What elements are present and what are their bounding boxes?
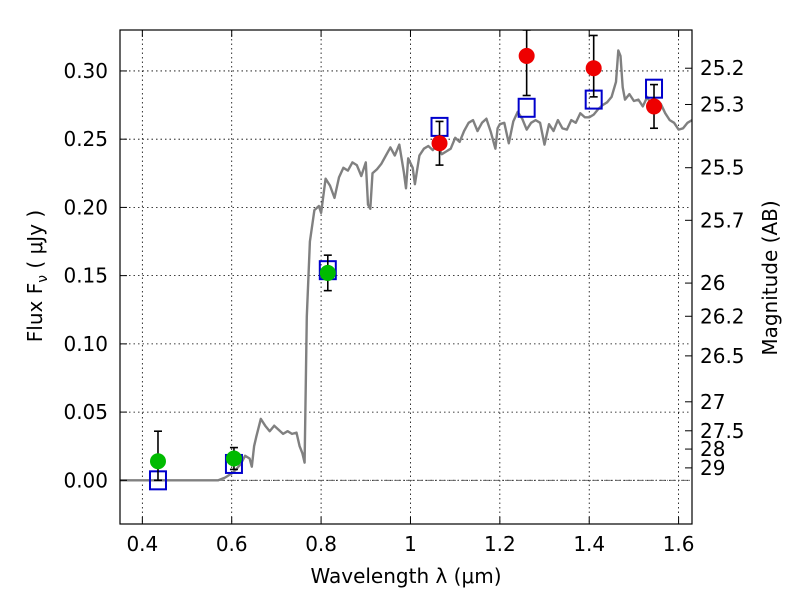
y2-tick-label: 26.5 [700, 344, 745, 368]
x-tick-label: 1 [404, 532, 417, 556]
x-tick-label: 0.4 [126, 532, 158, 556]
observed-flux-point [319, 264, 336, 281]
y2-tick-label: 29 [700, 456, 725, 480]
y-tick-label: 0.00 [63, 468, 108, 492]
y-axis-title: Flux Fν ( μJy ) [23, 210, 51, 342]
y2-tick-label: 27 [700, 390, 725, 414]
y2-axis-title: Magnitude (AB) [758, 200, 782, 355]
y-tick-label: 0.05 [63, 400, 108, 424]
axis-ticks [120, 30, 692, 524]
y-axis-title-sub: ν [35, 275, 51, 283]
observed-flux-point [585, 60, 602, 77]
x-axis-title: Wavelength λ (μm) [310, 564, 501, 588]
axis-tick-labels: 0.4 0.6 0.8 1 1.2 1.4 1.6 0.00 0.05 0.10 0.15 0.20 0… [63, 56, 744, 556]
y-tick-label: 0.15 [63, 264, 108, 288]
y2-tick-label: 25.7 [700, 208, 745, 232]
y2-tick-label: 25.5 [700, 156, 745, 180]
y2-tick-label: 27.5 [700, 419, 745, 443]
y-tick-label: 0.20 [63, 195, 108, 219]
x-tick-label: 0.6 [216, 532, 248, 556]
x-tick-label: 1.4 [573, 532, 605, 556]
plot-area [120, 30, 692, 491]
observed-flux-point [225, 450, 242, 467]
plot-frame [119, 29, 693, 525]
y-axis-title-unit: ( μJy ) [23, 210, 47, 275]
y-tick-label: 0.10 [63, 332, 108, 356]
y2-tick-label: 26 [700, 271, 725, 295]
x-tick-label: 1.2 [484, 532, 516, 556]
observed-flux-point [646, 98, 663, 115]
model-photometry-square [517, 97, 536, 118]
y2-tick-label: 28 [700, 437, 725, 461]
x-tick-label: 1.6 [663, 532, 695, 556]
y-axis-title-main: Flux F [23, 283, 47, 342]
y2-tick-label: 25.2 [700, 56, 745, 80]
y-tick-label: 0.25 [63, 127, 108, 151]
y2-tick-label: 26.2 [700, 304, 745, 328]
observed-flux-point [518, 47, 535, 64]
observed-flux-point [149, 453, 166, 470]
y-tick-label: 0.30 [63, 59, 108, 83]
x-tick-label: 0.8 [305, 532, 337, 556]
y2-tick-label: 25.3 [700, 92, 745, 116]
observed-flux-point [431, 135, 448, 152]
